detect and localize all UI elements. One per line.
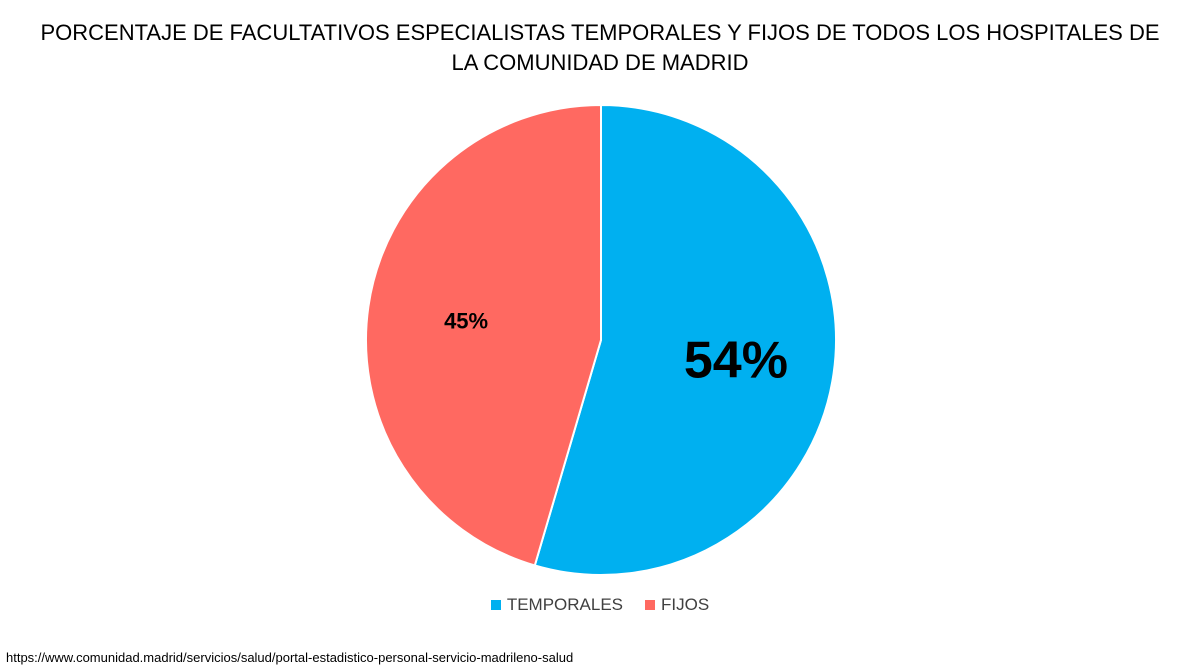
legend-item-fijos: FIJOS — [645, 595, 709, 615]
legend-swatch-fijos — [645, 600, 656, 610]
legend-item-temporales: TEMPORALES — [490, 595, 624, 615]
source-url: https://www.comunidad.madrid/servicios/s… — [6, 650, 574, 665]
legend-label-fijos: FIJOS — [661, 595, 710, 614]
slice-label-fijos: 45% — [444, 309, 488, 334]
legend-swatch-temporales — [490, 600, 501, 610]
chart-title: PORCENTAJE DE FACULTATIVOS ESPECIALISTAS… — [40, 20, 1160, 75]
pie-slice-fijos — [365, 103, 602, 567]
pie-slice-temporales — [533, 103, 837, 576]
slice-label-temporales: 54% — [684, 331, 788, 389]
legend-label-temporales: TEMPORALES — [506, 595, 624, 614]
legend: TEMPORALES FIJOS — [0, 595, 1200, 615]
